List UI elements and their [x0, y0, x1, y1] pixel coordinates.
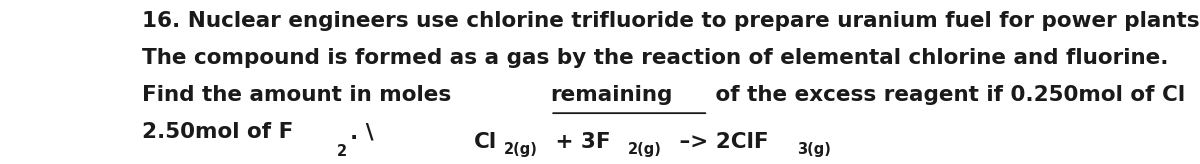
Text: The compound is formed as a gas by the reaction of elemental chlorine and fluori: The compound is formed as a gas by the r… [142, 48, 1168, 68]
Text: 2(g): 2(g) [504, 142, 538, 157]
Text: + 3F: + 3F [547, 132, 610, 152]
Text: 2: 2 [337, 144, 347, 158]
Text: 16. Nuclear engineers use chlorine trifluoride to prepare uranium fuel for power: 16. Nuclear engineers use chlorine trifl… [142, 11, 1200, 31]
Text: remaining: remaining [551, 85, 673, 105]
Text: Find the amount in moles: Find the amount in moles [142, 85, 458, 105]
Text: . \: . \ [350, 122, 373, 142]
Text: of the excess reagent if 0.250mol of Cl: of the excess reagent if 0.250mol of Cl [708, 85, 1186, 105]
Text: 2(g): 2(g) [629, 142, 662, 157]
Text: 3(g): 3(g) [797, 142, 830, 157]
Text: Cl: Cl [474, 132, 497, 152]
Text: 2.50mol of F: 2.50mol of F [142, 122, 293, 142]
Text: –> 2ClF: –> 2ClF [672, 132, 769, 152]
